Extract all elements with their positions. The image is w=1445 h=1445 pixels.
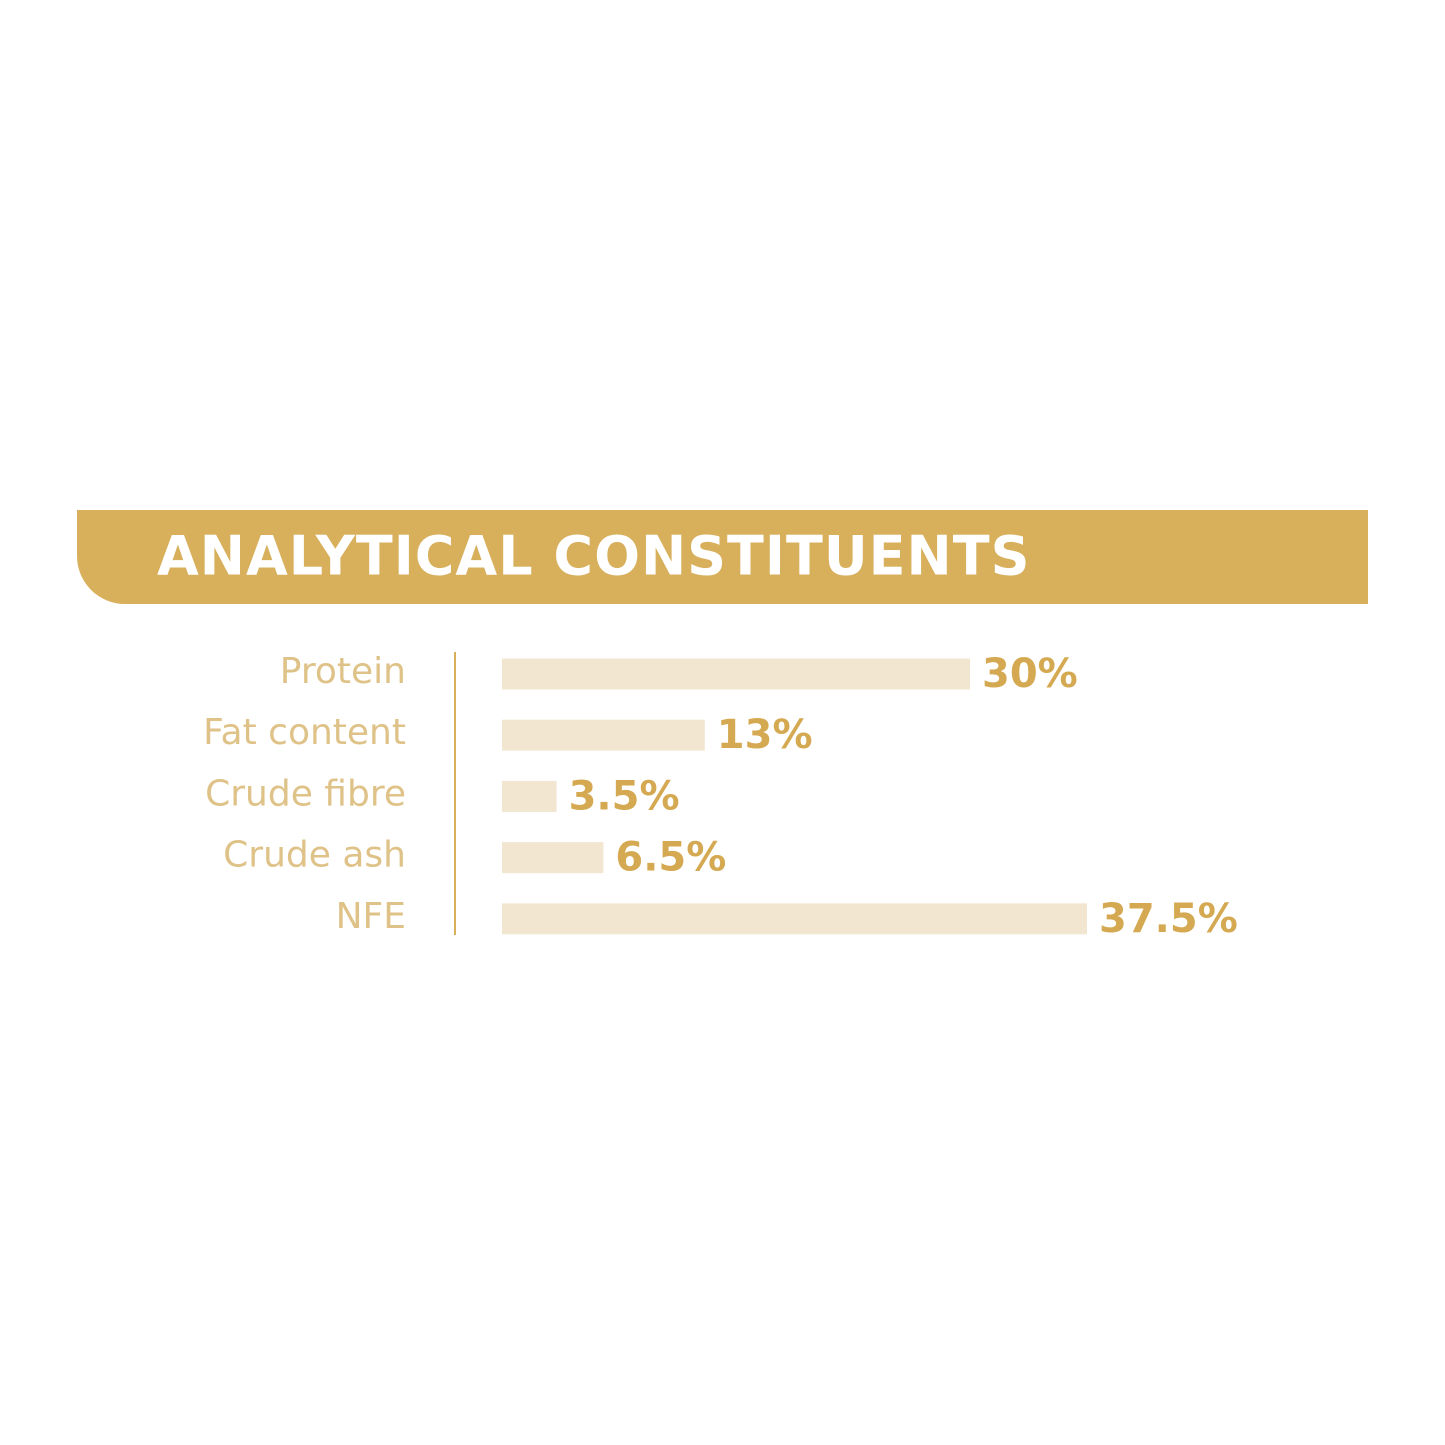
header-band (77, 510, 1368, 604)
category-label: Crude ash (223, 835, 406, 876)
category-label: NFE (336, 896, 406, 937)
value-label: 30% (982, 651, 1078, 697)
category-label: Protein (280, 651, 406, 692)
bar (502, 780, 557, 812)
value-label: 37.5% (1099, 896, 1238, 942)
value-label: 3.5% (569, 773, 680, 819)
value-label: 13% (717, 712, 813, 758)
value-label: 6.5% (615, 835, 726, 881)
bar (502, 719, 705, 751)
bar (502, 903, 1087, 935)
chart-title: ANALYTICAL CONSTITUENTS (157, 525, 1030, 588)
category-label: Crude fibre (205, 773, 406, 814)
bar (502, 658, 970, 690)
category-label: Fat content (203, 712, 406, 753)
bar (502, 842, 604, 874)
